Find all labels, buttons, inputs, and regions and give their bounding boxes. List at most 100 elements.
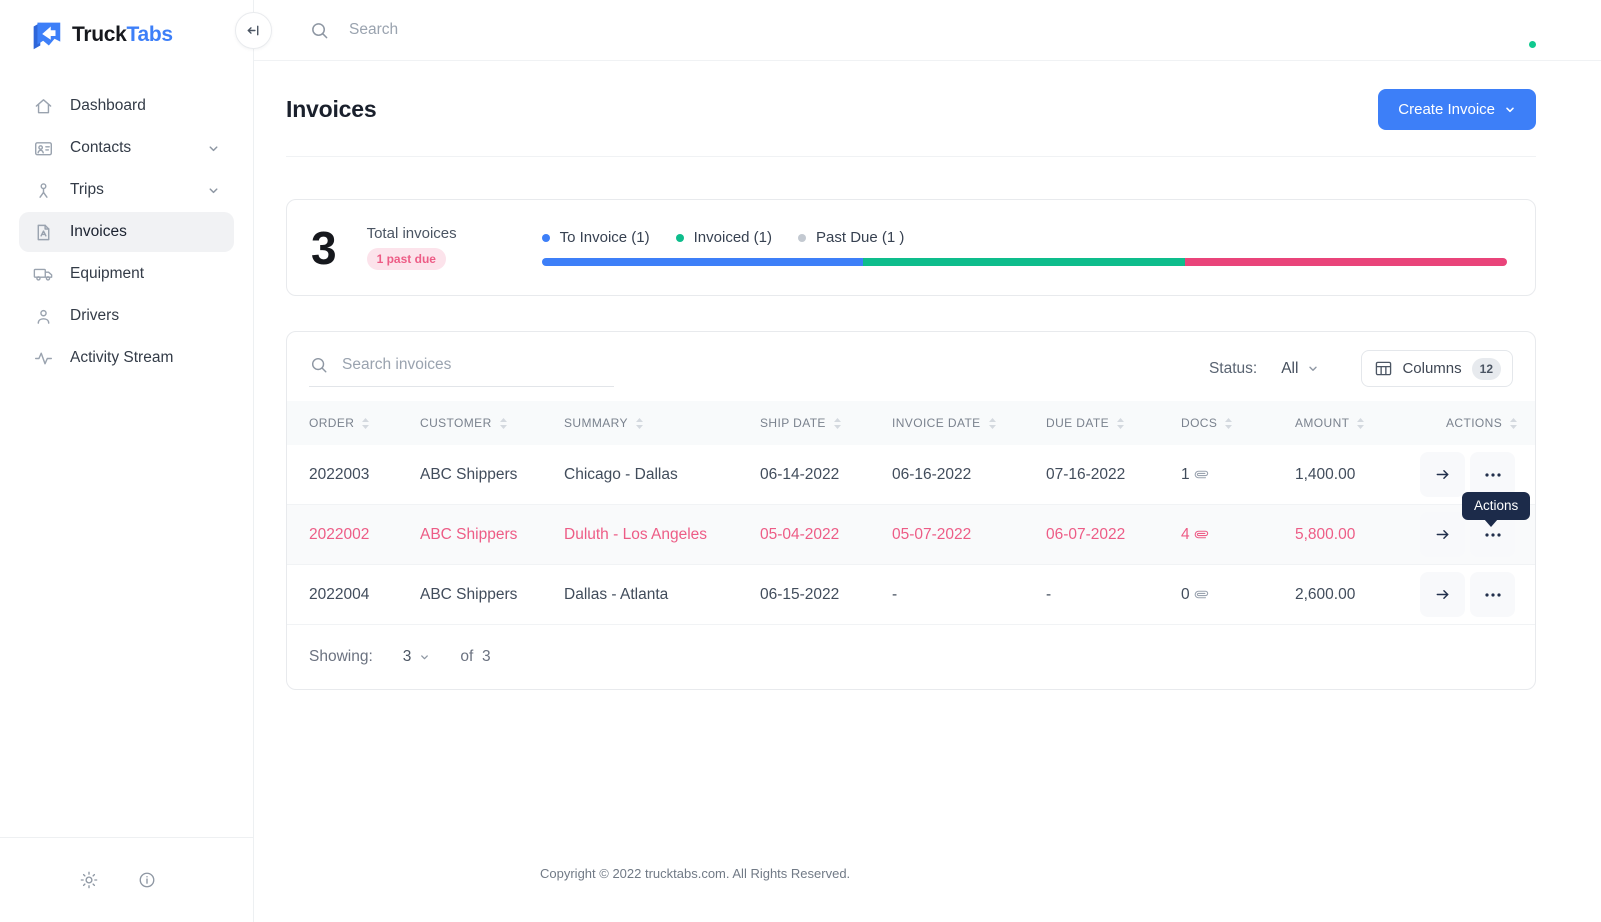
sidebar-item-contacts[interactable]: Contacts [19, 128, 234, 168]
invoiced-dot [675, 233, 684, 242]
online-status-dot [1527, 39, 1538, 50]
open-invoice-button[interactable] [1420, 452, 1465, 497]
order-cell[interactable]: 2022004 [309, 585, 370, 603]
sidebar-nav: Dashboard Contacts Trips [0, 86, 253, 378]
past-due-dot [798, 233, 807, 242]
status-filter-label: Status: [1208, 359, 1258, 377]
order-cell[interactable]: 2022003 [309, 465, 370, 483]
chevron-down-icon [207, 184, 220, 197]
column-header-order[interactable]: ORDER [309, 416, 420, 430]
customer-cell: ABC Shippers [420, 465, 518, 483]
sort-icon [499, 417, 507, 429]
column-header-due-date[interactable]: DUE DATE [1046, 416, 1181, 430]
invoices-table-card: Status: All Co [286, 331, 1536, 690]
sort-icon [635, 417, 643, 429]
legend-label: Invoiced (1) [693, 229, 773, 246]
sidebar-item-label: Dashboard [70, 97, 146, 114]
main-area: Invoices Create Invoice 3 Total invoices… [254, 0, 1601, 922]
table-grid-icon [1375, 360, 1392, 377]
table-row[interactable]: 2022003 ABC Shippers Chicago - Dallas 06… [287, 445, 1535, 505]
legend-past-due[interactable]: Past Due (1 ) [798, 229, 904, 246]
copyright-text: Copyright © 2022 trucktabs.com. All Righ… [540, 866, 851, 881]
legend-label: To Invoice (1) [559, 229, 650, 246]
legend-to-invoice[interactable]: To Invoice (1) [541, 229, 650, 246]
pagination-total: of 3 [460, 648, 491, 665]
create-invoice-button[interactable]: Create Invoice [1378, 89, 1536, 130]
page-title: Invoices [286, 96, 377, 122]
home-icon [33, 96, 53, 116]
sidebar-item-label: Drivers [70, 307, 120, 324]
page-header: Invoices Create Invoice [286, 61, 1536, 157]
invoice-date-cell: 06-16-2022 [892, 465, 972, 483]
sidebar: TruckTabs Dashboard Contacts [0, 0, 254, 922]
column-header-docs[interactable]: DOCS [1181, 416, 1295, 430]
sidebar-item-dashboard[interactable]: Dashboard [19, 86, 234, 126]
actions-cell [1420, 452, 1515, 497]
create-invoice-label: Create Invoice [1398, 101, 1495, 118]
amount-cell: 1,400.00 [1295, 465, 1356, 483]
table-row[interactable]: 2022004 ABC Shippers Dallas - Atlanta 06… [287, 565, 1535, 625]
topbar [254, 0, 1601, 61]
docs-count: 1 [1181, 465, 1190, 483]
ship-date-cell: 05-04-2022 [760, 525, 840, 543]
total-invoices-label: Total invoices [366, 225, 457, 242]
sidebar-collapse-button[interactable] [235, 12, 272, 49]
sidebar-item-trips[interactable]: Trips [19, 170, 234, 210]
truck-icon [33, 264, 53, 284]
column-header-amount[interactable]: AMOUNT [1295, 416, 1420, 430]
column-header-customer[interactable]: CUSTOMER [420, 416, 564, 430]
info-icon[interactable] [138, 871, 156, 889]
sidebar-item-label: Trips [70, 181, 104, 198]
sidebar-item-activity-stream[interactable]: Activity Stream [19, 338, 234, 378]
open-invoice-button[interactable] [1420, 512, 1465, 557]
status-filter-dropdown[interactable]: All [1281, 360, 1319, 378]
per-page-dropdown[interactable]: 3 [403, 648, 431, 666]
chevron-down-icon [419, 652, 430, 663]
legend-invoiced[interactable]: Invoiced (1) [675, 229, 773, 246]
docs-count: 4 [1181, 525, 1190, 543]
open-invoice-button[interactable] [1420, 572, 1465, 617]
table-controls: Status: All Co [287, 332, 1535, 401]
table-row[interactable]: 2022002 ABC Shippers Duluth - Los Angele… [287, 505, 1535, 565]
brand-name: TruckTabs [72, 23, 173, 46]
invoice-stats-card: 3 Total invoices 1 past due To Invoice (… [286, 199, 1536, 296]
global-search-input[interactable] [349, 21, 749, 39]
status-filter-value: All [1281, 359, 1299, 377]
theme-sun-icon[interactable] [80, 871, 98, 889]
column-header-summary[interactable]: SUMMARY [564, 416, 760, 430]
sort-icon [1225, 417, 1233, 429]
trucktabs-logo-icon [27, 16, 65, 54]
trip-person-icon [33, 180, 53, 200]
past-due-badge: 1 past due [366, 248, 446, 270]
columns-button[interactable]: Columns 12 [1361, 350, 1513, 387]
sort-icon [362, 417, 370, 429]
global-search [310, 21, 1498, 40]
column-header-ship-date[interactable]: SHIP DATE [760, 416, 892, 430]
sort-icon [1510, 417, 1518, 429]
person-icon [33, 306, 53, 326]
column-header-invoice-date[interactable]: INVOICE DATE [892, 416, 1046, 430]
chevron-down-icon [207, 142, 220, 155]
order-cell[interactable]: 2022002 [309, 525, 370, 543]
sidebar-item-equipment[interactable]: Equipment [19, 254, 234, 294]
showing-label: Showing: [309, 648, 373, 665]
row-actions-button[interactable] [1470, 452, 1515, 497]
user-avatar[interactable] [1498, 11, 1538, 50]
sidebar-item-label: Invoices [70, 223, 127, 240]
due-date-cell: 07-16-2022 [1046, 465, 1126, 483]
columns-count-badge: 12 [1471, 357, 1501, 380]
total-invoices-count: 3 [311, 221, 337, 274]
sidebar-item-invoices[interactable]: Invoices [19, 212, 234, 252]
due-date-cell: 06-07-2022 [1046, 525, 1126, 543]
content: Invoices Create Invoice 3 Total invoices… [254, 61, 1601, 690]
sidebar-footer [0, 837, 253, 922]
customer-cell: ABC Shippers [420, 525, 518, 543]
sort-icon [1357, 417, 1365, 429]
invoice-search-input[interactable] [342, 356, 592, 374]
column-header-actions[interactable]: ACTIONS [1420, 416, 1518, 430]
brand-logo[interactable]: TruckTabs [0, 0, 253, 58]
sidebar-item-drivers[interactable]: Drivers [19, 296, 234, 336]
row-actions-button[interactable] [1470, 572, 1515, 617]
paperclip-icon [1192, 465, 1210, 483]
